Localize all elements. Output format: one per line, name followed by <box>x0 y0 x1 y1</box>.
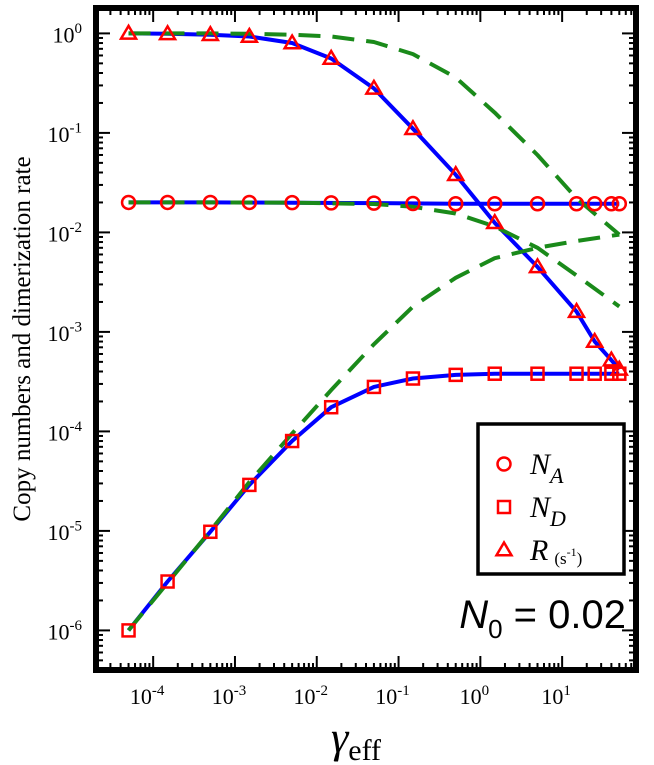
point-N_A-13 <box>603 196 620 212</box>
legend-box <box>476 422 626 576</box>
point-R-10 <box>527 256 548 274</box>
x-tick-label: 10-4 <box>130 683 165 709</box>
line-N_D-dashed <box>126 232 620 632</box>
y-tick-label: 10-2 <box>48 220 83 246</box>
point-N_D-1 <box>160 574 175 589</box>
x-axis-label: γeff <box>331 713 381 765</box>
legend-marker-R <box>494 540 514 557</box>
x-tick-label: 10-2 <box>294 683 329 709</box>
x-tick-label: 101 <box>541 683 571 709</box>
point-N_A-10 <box>529 196 546 212</box>
point-R-2 <box>200 24 221 42</box>
point-N_A-0 <box>120 194 137 211</box>
legend-marker-N_D <box>496 499 512 515</box>
point-N_A-7 <box>405 195 421 212</box>
point-R-11 <box>566 301 587 319</box>
point-N_A-6 <box>366 195 382 211</box>
y-tick-label: 100 <box>53 21 83 47</box>
y-tick-label: 10-4 <box>48 419 83 445</box>
legend-label-R: R (s-1) <box>529 534 582 568</box>
legend-label-N_A: NA <box>529 448 564 488</box>
point-N_D-2 <box>203 524 218 540</box>
annotation: N0 = 0.02 <box>459 593 626 644</box>
annotation-n0: N0 = 0.02 <box>459 593 626 644</box>
point-R-3 <box>239 26 260 44</box>
point-N_A-12 <box>586 196 603 212</box>
point-N_A-2 <box>202 194 219 211</box>
point-R-5 <box>321 48 341 65</box>
point-R-9 <box>485 212 505 230</box>
point-R-7 <box>403 118 423 136</box>
point-N_D-6 <box>366 379 382 395</box>
point-R-13 <box>601 350 622 367</box>
point-R-14 <box>609 359 629 376</box>
point-N_D-5 <box>323 399 339 415</box>
point-N_D-3 <box>242 477 257 493</box>
point-N_D-12 <box>587 366 602 381</box>
axis-ticks: 10-4 10-3 10-2 10-1 100 101 10-6 10-5 10-4 10-3 10… <box>48 8 637 709</box>
point-N_A-8 <box>447 196 464 212</box>
x-tick-label: 100 <box>460 683 490 709</box>
point-N_D-7 <box>405 371 421 386</box>
point-N_D-8 <box>448 367 463 383</box>
point-N_D-0 <box>121 623 136 638</box>
point-R-12 <box>584 331 605 349</box>
legend-marker-N_A <box>496 456 512 472</box>
point-R-1 <box>157 23 178 41</box>
data-markers <box>118 23 629 638</box>
point-R-0 <box>118 23 139 40</box>
point-N_D-9 <box>487 366 502 381</box>
y-tick-label: 10-3 <box>48 320 83 346</box>
line-R-dashed <box>128 31 621 237</box>
point-N_A-9 <box>486 196 503 212</box>
point-R-6 <box>364 78 384 95</box>
line-R-solid <box>128 31 621 371</box>
line-N_A-dashed <box>128 200 621 309</box>
y-tick-label: 10-1 <box>48 121 83 147</box>
x-tick-label: 10-1 <box>375 683 410 709</box>
point-N_A-3 <box>241 194 258 211</box>
point-N_D-11 <box>569 366 584 381</box>
y-tick-label: 10-6 <box>48 618 83 644</box>
point-N_D-10 <box>530 366 545 381</box>
axis-labels: Copy numbers and dimerization rate γeff <box>9 156 381 765</box>
point-R-8 <box>446 164 466 182</box>
x-tick-label: 10-3 <box>212 683 247 709</box>
point-R-4 <box>282 33 302 50</box>
point-N_A-14 <box>611 196 628 212</box>
y-tick-label: 10-5 <box>48 519 83 545</box>
point-N_A-1 <box>159 194 176 211</box>
point-N_A-5 <box>323 195 339 211</box>
y-axis-label: Copy numbers and dimerization rate <box>9 156 36 521</box>
legend-label-N_D: ND <box>529 491 566 531</box>
point-N_D-4 <box>284 433 300 449</box>
point-N_A-11 <box>568 196 585 212</box>
point-N_A-4 <box>284 194 300 211</box>
